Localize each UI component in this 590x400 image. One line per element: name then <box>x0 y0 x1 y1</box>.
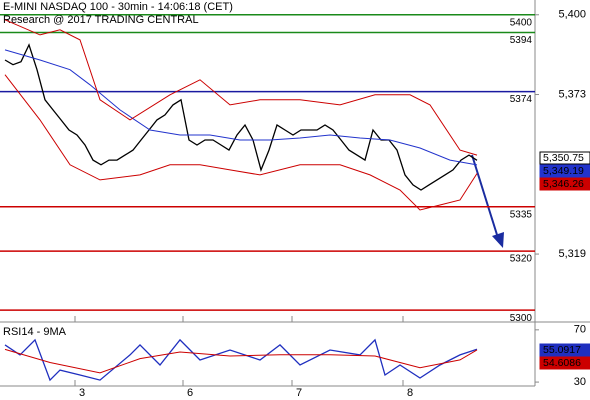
series-line <box>4 348 478 374</box>
price-tag-label: 54.6086 <box>543 357 581 369</box>
y-tick-label: 5,400 <box>558 9 586 21</box>
price-tag-label: 55.0917 <box>543 344 581 356</box>
rsi-title: RSI14 - 9MA <box>3 326 67 338</box>
series-line <box>4 338 478 382</box>
level-label: 5400 <box>510 17 533 28</box>
y-tick-label: 5,373 <box>558 88 586 100</box>
price-tag <box>539 164 590 178</box>
price-tag <box>539 356 590 370</box>
series-line <box>4 19 478 156</box>
x-tick-label: 8 <box>407 387 413 399</box>
level-label: 5320 <box>510 254 533 265</box>
x-tick-label: 7 <box>296 387 302 399</box>
chart-title: E-MINI NASDAQ 100 - 30min - 14:06:18 (CE… <box>3 1 233 13</box>
level-label: 5335 <box>510 209 533 220</box>
price-tag-label: 5,350.75 <box>543 152 584 164</box>
series-line <box>4 43 478 191</box>
price-tag <box>539 151 590 165</box>
forecast-arrow <box>471 154 499 239</box>
price-tag-label: 5,349.19 <box>543 165 584 177</box>
chart-subtitle: Research @ 2017 TRADING CENTRAL <box>3 14 199 26</box>
price-tag-label: 5,346.26 <box>543 178 584 190</box>
forecast-arrow-head <box>492 232 504 248</box>
x-tick-label: 3 <box>79 387 85 399</box>
x-tick-label: 6 <box>187 387 193 399</box>
level-label: 5300 <box>510 313 533 324</box>
level-label: 5394 <box>510 35 533 46</box>
price-tag <box>539 343 590 357</box>
price-tag <box>539 177 590 191</box>
series-line <box>4 49 478 166</box>
series-line <box>4 74 478 211</box>
y-tick-label: 70 <box>574 324 586 336</box>
level-label: 5374 <box>510 94 533 105</box>
y-tick-label: 5,319 <box>558 248 586 260</box>
y-tick-label: 30 <box>574 376 586 388</box>
